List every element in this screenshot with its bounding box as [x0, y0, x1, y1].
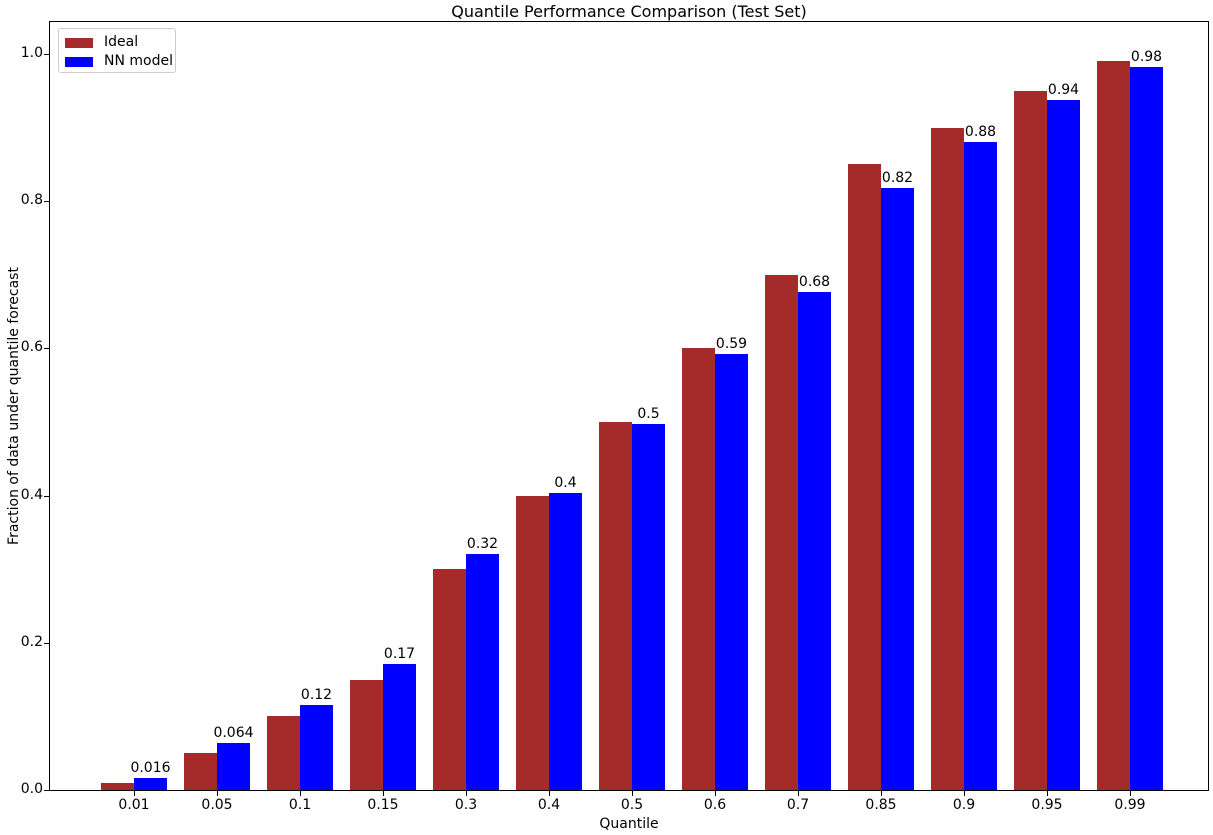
y-tick-0.2 [44, 642, 49, 644]
bar-ideal-0.9 [931, 127, 964, 790]
y-tick-label-0.4: 0.4 [20, 486, 43, 503]
bar-nn-0.6 [715, 353, 748, 790]
bar-ideal-0.3 [433, 569, 466, 790]
legend-label-ideal: Ideal [104, 34, 139, 50]
y-tick-label-0.6: 0.6 [20, 339, 43, 356]
bar-ideal-0.6 [682, 348, 715, 790]
x-tick-label-0.1: 0.1 [288, 797, 312, 813]
bar-ideal-0.01 [101, 782, 134, 790]
x-tick-0.6 [715, 791, 716, 796]
x-tick-label-0.95: 0.95 [1031, 797, 1063, 813]
bar-value-label-0.85: 0.82 [881, 169, 914, 186]
y-tick-0.8 [44, 201, 49, 203]
legend-item-ideal: Ideal [65, 34, 175, 51]
y-tick-0.6 [44, 348, 49, 350]
x-tick-label-0.7: 0.7 [786, 797, 810, 813]
bar-ideal-0.05 [184, 753, 217, 790]
x-tick-0.05 [217, 791, 218, 796]
x-tick-0.9 [964, 791, 965, 796]
x-tick-label-0.9: 0.9 [952, 797, 976, 813]
y-tick-label-1.0: 1.0 [20, 45, 43, 61]
bar-nn-0.5 [632, 424, 665, 790]
legend-item-nn-model: NN model [65, 53, 175, 70]
x-tick-0.95 [1047, 791, 1048, 796]
legend-label-nn-model: NN model [104, 53, 173, 69]
x-tick-label-0.85: 0.85 [865, 797, 897, 813]
bar-value-label-0.05: 0.064 [213, 724, 254, 741]
x-tick-label-0.5: 0.5 [620, 797, 644, 813]
bar-value-label-0.01: 0.016 [130, 760, 171, 777]
bar-value-label-0.1: 0.12 [300, 686, 333, 703]
x-tick-0.4 [549, 791, 550, 796]
y-axis-label: Fraction of data under quantile forecast [6, 267, 22, 545]
x-tick-0.85 [881, 791, 882, 796]
bar-value-label-0.7: 0.68 [798, 273, 831, 290]
x-tick-label-0.15: 0.15 [367, 797, 399, 813]
bar-nn-0.85 [881, 187, 914, 790]
y-tick-label-0.8: 0.8 [20, 192, 43, 209]
bar-nn-0.4 [549, 493, 582, 790]
legend-swatch-ideal [65, 37, 93, 48]
x-tick-0.5 [632, 791, 633, 796]
legend: Ideal NN model [58, 28, 176, 73]
bar-value-label-0.5: 0.5 [637, 406, 660, 423]
bar-ideal-0.7 [765, 274, 798, 790]
bar-ideal-0.15 [350, 679, 383, 790]
x-tick-0.99 [1130, 791, 1131, 796]
bar-ideal-0.99 [1097, 61, 1130, 790]
y-tick-0.4 [44, 495, 49, 497]
bar-nn-0.95 [1047, 100, 1080, 790]
x-tick-label-0.99: 0.99 [1114, 797, 1146, 813]
x-axis-label: Quantile [599, 816, 659, 832]
x-tick-0.3 [466, 791, 467, 796]
x-tick-label-0.3: 0.3 [454, 797, 478, 813]
x-tick-0.15 [383, 791, 384, 796]
bar-nn-0.15 [383, 664, 416, 790]
bar-value-label-0.4: 0.4 [554, 475, 577, 492]
bar-nn-0.9 [964, 142, 997, 790]
bar-nn-0.05 [217, 742, 250, 790]
bar-nn-0.7 [798, 291, 831, 790]
plot-area [49, 21, 1209, 791]
bar-ideal-0.5 [599, 422, 632, 790]
x-tick-0.01 [134, 791, 135, 796]
bar-nn-0.99 [1130, 67, 1163, 790]
bar-ideal-0.1 [267, 716, 300, 790]
bar-nn-0.1 [300, 704, 333, 790]
y-tick-label-0.0: 0.0 [20, 781, 43, 797]
x-tick-0.7 [798, 791, 799, 796]
bar-ideal-0.95 [1014, 90, 1047, 790]
x-tick-0.1 [300, 791, 301, 796]
bar-ideal-0.85 [848, 164, 881, 790]
bar-value-label-0.3: 0.32 [466, 535, 499, 552]
bar-value-label-0.99: 0.98 [1130, 49, 1163, 66]
x-tick-label-0.01: 0.01 [118, 797, 150, 813]
bar-ideal-0.4 [516, 495, 549, 790]
legend-swatch-nn-model [65, 56, 93, 67]
bar-value-label-0.6: 0.59 [715, 335, 748, 352]
bar-value-label-0.95: 0.94 [1047, 82, 1080, 99]
bar-nn-0.01 [134, 778, 167, 790]
y-tick-0.0 [44, 790, 49, 791]
x-tick-label-0.05: 0.05 [201, 797, 233, 813]
bar-value-label-0.9: 0.88 [964, 124, 997, 141]
x-tick-label-0.4: 0.4 [537, 797, 561, 813]
x-tick-label-0.6: 0.6 [703, 797, 727, 813]
chart-title: Quantile Performance Comparison (Test Se… [451, 2, 807, 21]
y-tick-1.0 [44, 54, 49, 55]
bar-nn-0.3 [466, 553, 499, 790]
bar-value-label-0.15: 0.17 [383, 646, 416, 663]
y-tick-label-0.2: 0.2 [20, 633, 43, 650]
